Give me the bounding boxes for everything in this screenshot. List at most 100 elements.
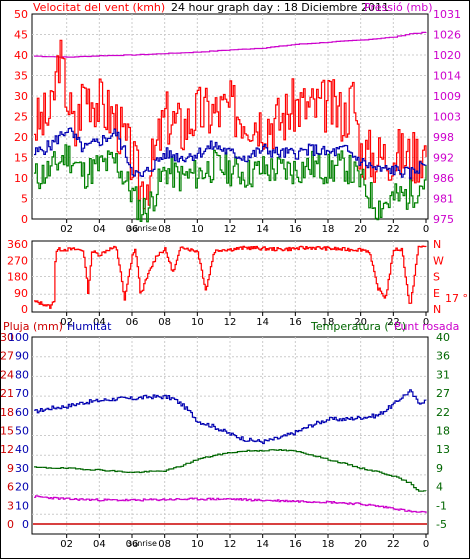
x-tick-label: 12 (224, 539, 237, 550)
x-tick-label: 14 (256, 539, 269, 550)
y-tick-label: 24 (0, 368, 14, 381)
x-tick-label: 06 (126, 317, 139, 328)
y-tick-label: S (433, 271, 440, 284)
y-tick-label: 180 (7, 271, 28, 284)
x-tick-label: 14 (256, 317, 269, 328)
y-tick-label: 12 (0, 443, 14, 456)
y-tick-label: 90 (14, 287, 28, 300)
y-tick-label: 0 (7, 518, 14, 531)
x-tick-label: 14 (256, 224, 269, 235)
y-tick-label: 30 (0, 331, 14, 344)
sunrise-label: sunrise (128, 224, 157, 233)
x-tick-label: 16 (289, 317, 302, 328)
y-tick-label: 40 (15, 443, 29, 456)
panel1-right-axis: 975 981 986 992 998 1003 1009 1014 1020 1026 1031 (433, 8, 461, 226)
y-tick-label: 40 (436, 331, 450, 344)
y-tick-label: 1009 (433, 90, 461, 103)
x-tick-label: 10 (191, 539, 204, 550)
x-tick-label: 12 (224, 224, 237, 235)
x-tick-label: 02 (60, 317, 73, 328)
y-tick-label: 45 (14, 29, 28, 42)
y-tick-label: 975 (433, 213, 454, 226)
pressure-line (34, 31, 427, 58)
x-tick-label: 20 (354, 224, 367, 235)
y-tick-label: 80 (15, 368, 29, 381)
y-tick-label: 986 (433, 172, 454, 185)
y-tick-label: 31 (436, 368, 450, 381)
x-tick-label: 08 (158, 539, 171, 550)
wind-gust-line (34, 39, 427, 210)
y-tick-label: 10 (15, 499, 29, 512)
y-tick-label: N (433, 303, 441, 316)
y-tick-label: 4 (436, 481, 443, 494)
y-tick-label: 6 (7, 481, 14, 494)
y-tick-label: 50 (15, 425, 29, 438)
humidity-line (34, 389, 427, 445)
y-tick-label: 25 (14, 111, 28, 124)
temperature-line (34, 449, 427, 492)
y-tick-label: 1026 (433, 29, 461, 42)
y-tick-label: 1031 (433, 8, 461, 21)
y-tick-label: 20 (14, 131, 28, 144)
x-tick-label: 18 (322, 317, 335, 328)
y-tick-label: 1014 (433, 70, 461, 83)
y-tick-label: 60 (15, 406, 29, 419)
panel3-rain-axis: 0 3 6 9 12 15 18 21 24 27 30 (0, 331, 14, 531)
y-tick-label: N (433, 238, 441, 251)
x-tick-label: 02 (60, 539, 73, 550)
wind-avg-line (34, 127, 427, 180)
y-tick-label: 13 (436, 443, 450, 456)
panel2-series (34, 245, 427, 309)
x-tick-label: 16 (289, 539, 302, 550)
y-tick-label: 27 (0, 350, 14, 363)
current-temp-label: 17 ° (445, 292, 468, 305)
wind-pressure-panel: 0 5 10 15 20 25 30 35 40 45 50 975 981 986 992 998 1003… (14, 1, 461, 235)
y-tick-label: 0 (21, 213, 28, 226)
x-tick-label: 22 (387, 317, 400, 328)
y-tick-label: 9 (7, 462, 14, 475)
panel2-left-axis: 0 90 180 270 360 (7, 238, 28, 316)
panel2-grid (32, 241, 428, 312)
y-tick-label: 27 (436, 387, 450, 400)
x-tick-label: 22 (387, 539, 400, 550)
y-tick-label: 0 (22, 518, 29, 531)
y-tick-label: 40 (14, 49, 28, 62)
wind-direction-line (34, 245, 427, 309)
x-tick-label: 20 (354, 317, 367, 328)
y-tick-label: 90 (15, 350, 29, 363)
y-tick-label: 21 (0, 387, 14, 400)
y-tick-label: 100 (8, 331, 29, 344)
x-tick-label: 04 (93, 539, 106, 550)
dewpoint-axis-label: Punt rosada (394, 320, 459, 333)
x-tick-label: 18 (322, 539, 335, 550)
y-tick-label: 15 (14, 152, 28, 165)
y-tick-label: 1003 (433, 111, 461, 124)
y-tick-label: 992 (433, 152, 454, 165)
y-tick-label: 35 (14, 70, 28, 83)
y-tick-label: 270 (7, 254, 28, 267)
x-tick-label: 06 (126, 224, 139, 235)
x-tick-label: 0 (423, 224, 429, 235)
x-tick-label: 0 (423, 317, 429, 328)
y-tick-label: 15 (0, 425, 14, 438)
y-tick-label: 9 (436, 462, 443, 475)
x-tick-label: 10 (191, 224, 204, 235)
x-tick-label: 20 (354, 539, 367, 550)
y-tick-label: 998 (433, 131, 454, 144)
y-tick-label: 5 (21, 193, 28, 206)
y-tick-label: 30 (15, 462, 29, 475)
rain-axis-label: Pluja (mm) (3, 320, 63, 333)
panel3-x-axis: 02 04 06 08 10 12 14 16 18 20 22 0 (60, 534, 429, 550)
x-tick-label: 18 (322, 224, 335, 235)
sunrise-label-bottom: sunrise (128, 539, 157, 548)
y-tick-label: 3 (7, 499, 14, 512)
wind-axis-label: Velocitat del vent (kmh) (33, 1, 165, 14)
x-tick-label: 10 (191, 317, 204, 328)
panel3-series (33, 389, 427, 525)
x-tick-label: 06 (126, 539, 139, 550)
panel2-x-axis: 02 04 06 08 10 12 14 16 18 20 22 0 (60, 312, 429, 328)
